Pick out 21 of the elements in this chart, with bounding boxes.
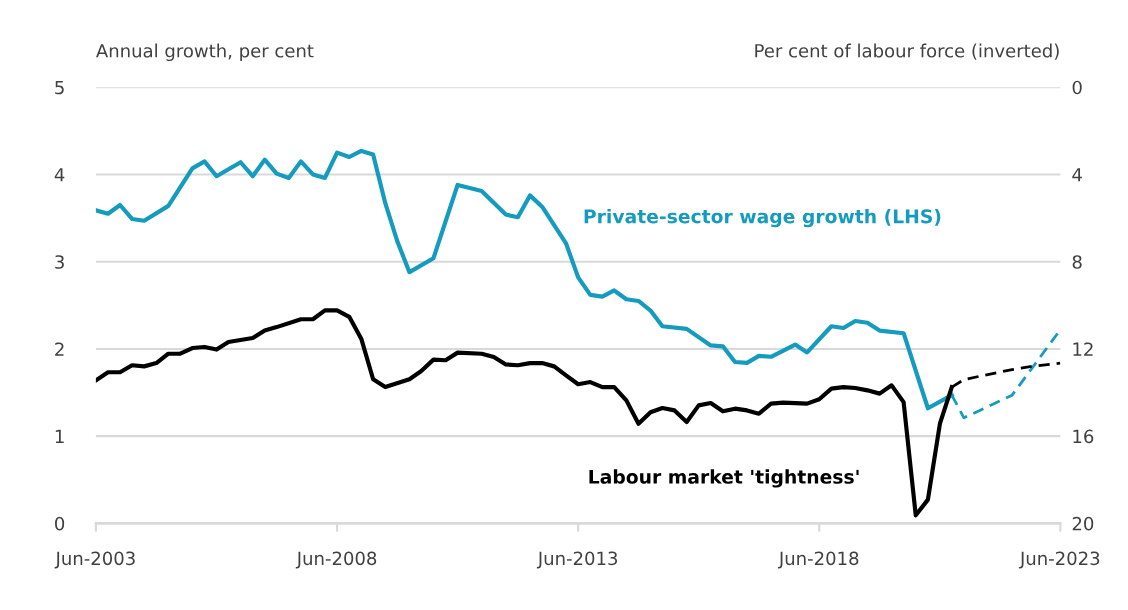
text: Labour market 'tightness' — [589, 469, 859, 488]
y2-tick-label: 8 — [1072, 255, 1082, 269]
y2-tick-label: 20 — [1072, 516, 1094, 531]
y2-tick-label: 0 — [1072, 80, 1082, 95]
x-tick-label: Jun-2018 — [777, 551, 859, 569]
y-axis-title: Annual growth, per cent — [96, 43, 314, 62]
y2-tick-label: 12 — [1073, 342, 1093, 356]
series-label: Private-sector wage growth (LHS) — [584, 208, 941, 228]
y2-axis-title: Per cent of labour force (inverted) — [755, 43, 1059, 60]
y-tick-label: 4 — [54, 168, 65, 182]
x-tick-label: Jun-2013 — [536, 551, 618, 569]
x-tick-label: Jun-2003 — [54, 551, 135, 569]
y2-tick-label: 4 — [1072, 168, 1082, 182]
y-tick-label: 3 — [55, 255, 64, 269]
y2-tick-label: 16 — [1073, 429, 1094, 444]
x-tick-label: Jun-2008 — [295, 551, 377, 569]
y-tick-label: 1 — [55, 429, 64, 444]
y-tick-label: 2 — [55, 342, 64, 356]
y-tick-label: 5 — [55, 80, 64, 95]
x-tick-label: Jun-2023 — [1019, 551, 1100, 569]
y-tick-label: 0 — [55, 516, 65, 531]
